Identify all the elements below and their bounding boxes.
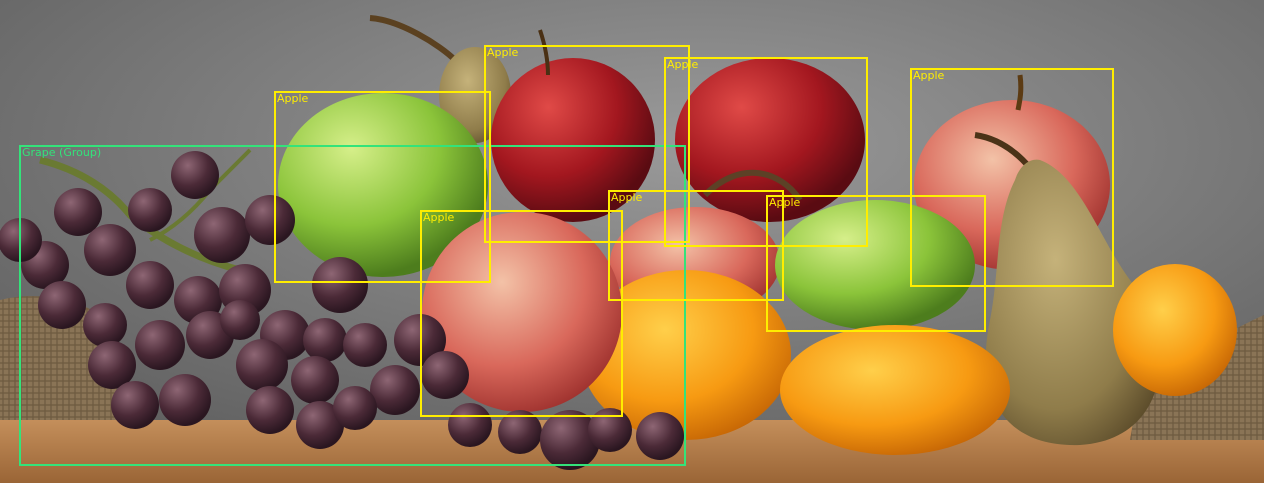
detection-label: Apple [423, 211, 455, 224]
detection-label: Apple [913, 69, 945, 82]
detection-label: Apple [277, 92, 309, 105]
detection-label: Apple [487, 46, 519, 59]
detection-box-apple: Apple [274, 91, 491, 283]
detection-box-apple: Apple [484, 45, 690, 243]
detection-box-apple: Apple [608, 190, 784, 301]
detection-label: Grape (Group) [22, 146, 102, 159]
detection-box-apple: Apple [420, 210, 623, 417]
detection-box-apple: Apple [910, 68, 1114, 287]
detection-label: Apple [667, 58, 699, 71]
detection-box-apple: Apple [766, 195, 986, 332]
detection-label: Apple [769, 196, 801, 209]
detection-label: Apple [611, 191, 643, 204]
detection-box-grape-group: Grape (Group) [19, 145, 686, 466]
